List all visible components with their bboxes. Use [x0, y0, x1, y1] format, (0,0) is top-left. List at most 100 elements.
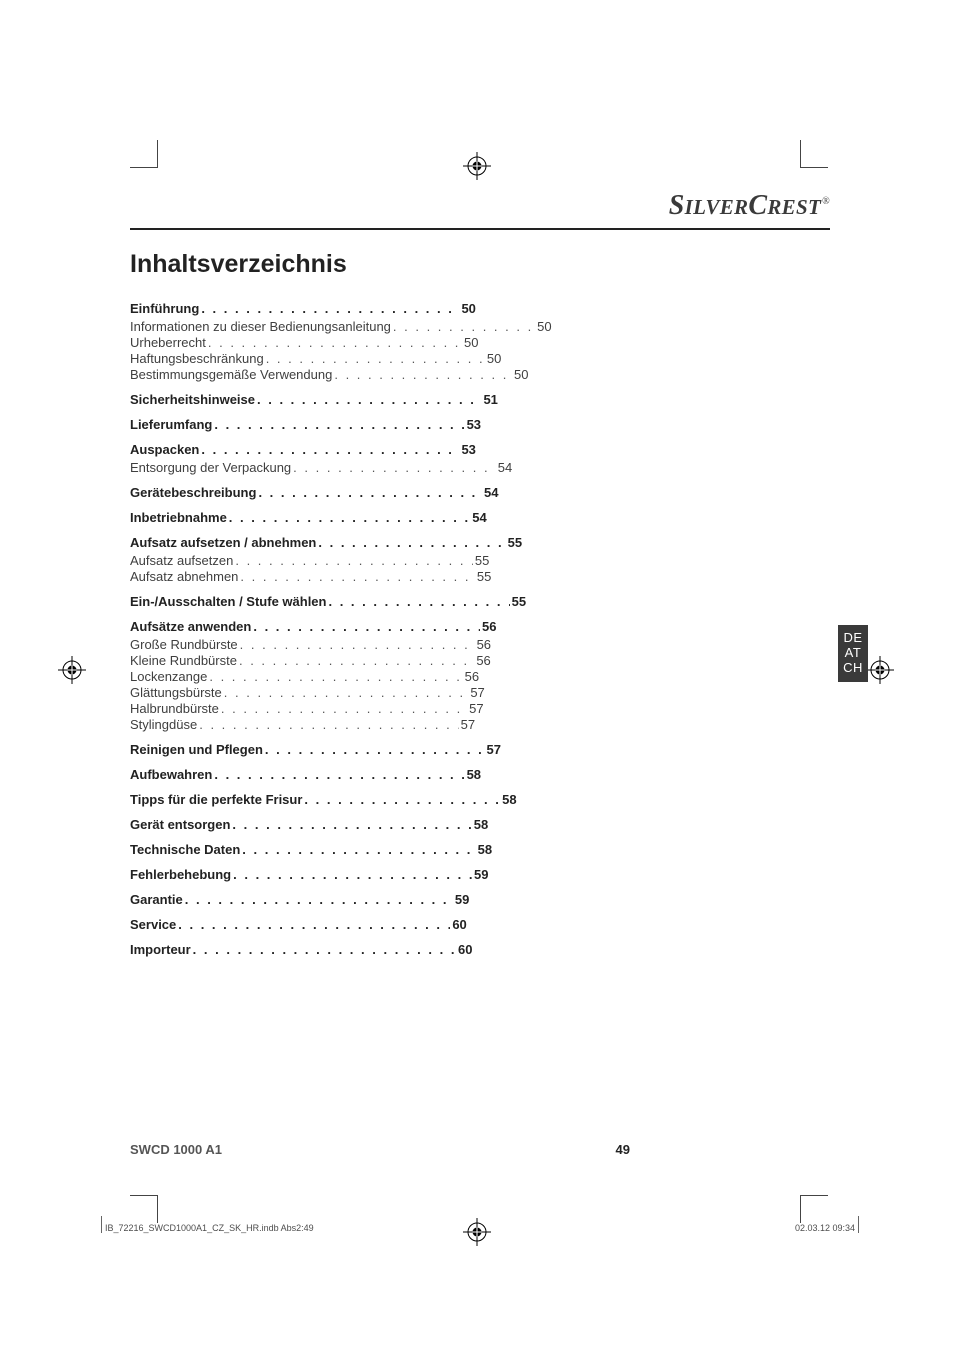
- toc-label: Einführung: [130, 302, 199, 315]
- toc-subitem: Informationen zu dieser Bedienungsanleit…: [130, 318, 630, 334]
- print-file: IB_72216_SWCD1000A1_CZ_SK_HR.indb Abs2:4…: [105, 1223, 314, 1233]
- toc-section: Aufsätze anwenden. . . . . . . . . . . .…: [130, 618, 630, 634]
- toc-subitem: Große Rundbürste. . . . . . . . . . . . …: [130, 636, 630, 652]
- toc-leader: . . . . . . . . . . . . . . . . . . . . …: [178, 918, 450, 931]
- print-timestamp: 02.03.12 09:34: [795, 1223, 855, 1233]
- toc-label: Urheberrecht: [130, 336, 206, 349]
- lang-ch: CH: [838, 661, 868, 676]
- toc-subitem: Halbrundbürste. . . . . . . . . . . . . …: [130, 700, 630, 716]
- toc-section: Sicherheitshinweise. . . . . . . . . . .…: [130, 391, 630, 407]
- crop-mark-bottom-right: [800, 1195, 828, 1223]
- model-number: SWCD 1000 A1: [130, 1142, 222, 1157]
- toc-page-number: 50: [537, 320, 630, 333]
- toc-label: Tipps für die perfekte Frisur: [130, 793, 302, 806]
- toc-page-number: 59: [474, 868, 630, 881]
- toc-page-number: 57: [461, 718, 630, 731]
- toc-leader: . . . . . . . . . . . . . . . . . . . . …: [199, 718, 458, 731]
- toc-page-number: 57: [470, 686, 630, 699]
- toc-leader: . . . . . . . . . . . . . . . . . . . . …: [185, 893, 453, 906]
- toc-subitem: Glättungsbürste. . . . . . . . . . . . .…: [130, 684, 630, 700]
- toc-subitem: Aufsatz aufsetzen. . . . . . . . . . . .…: [130, 552, 630, 568]
- toc-page-number: 50: [464, 336, 630, 349]
- toc-page-number: 57: [487, 743, 630, 756]
- toc-leader: . . . . . . . . . . . . . . . . . . . . …: [232, 818, 471, 831]
- toc-leader: . . . . . . . . . . . . . . . . . . . . …: [253, 620, 480, 633]
- toc-leader: . . . . . . . . . . . . . . . . . . . . …: [257, 393, 481, 406]
- toc-section: Aufsatz aufsetzen / abnehmen. . . . . . …: [130, 534, 630, 550]
- print-info-line: IB_72216_SWCD1000A1_CZ_SK_HR.indb Abs2:4…: [105, 1223, 855, 1233]
- trim-tick-left: [101, 1216, 102, 1233]
- table-of-contents: Einführung . . . . . . . . . . . . . . . …: [130, 300, 630, 957]
- toc-label: Halbrundbürste: [130, 702, 219, 715]
- toc-page-number: 55: [475, 554, 630, 567]
- toc-label: Stylingdüse: [130, 718, 197, 731]
- registered-mark: ®: [822, 196, 830, 207]
- toc-page-number: 56: [476, 654, 630, 667]
- toc-subitem: Kleine Rundbürste. . . . . . . . . . . .…: [130, 652, 630, 668]
- toc-section: Technische Daten. . . . . . . . . . . . …: [130, 841, 630, 857]
- toc-label: Bestimmungsgemäße Verwendung: [130, 368, 332, 381]
- toc-label: Aufbewahren: [130, 768, 212, 781]
- toc-label: Aufsatz aufsetzen: [130, 554, 233, 567]
- toc-label: Sicherheitshinweise: [130, 393, 255, 406]
- toc-page-number: 56: [465, 670, 630, 683]
- header-rule: [130, 228, 830, 230]
- toc-section: Service. . . . . . . . . . . . . . . . .…: [130, 916, 630, 932]
- toc-page-number: 55: [512, 595, 630, 608]
- toc-leader: . . . . . . . . . . . . . . . . . . . . …: [201, 443, 459, 456]
- toc-page-number: 51: [483, 393, 630, 406]
- toc-page-number: 60: [458, 943, 630, 956]
- toc-page-number: 53: [467, 418, 630, 431]
- toc-label: Aufsätze anwenden: [130, 620, 251, 633]
- toc-leader: . . . . . . . . . . . . . . . . . . . . …: [221, 702, 467, 715]
- toc-page-number: 59: [455, 893, 630, 906]
- toc-label: Haftungsbeschränkung: [130, 352, 264, 365]
- toc-section: Tipps für die perfekte Frisur. . . . . .…: [130, 791, 630, 807]
- lang-de: DE: [838, 631, 868, 646]
- toc-leader: . . . . . . . . . . . . . . . . . . . . …: [208, 336, 462, 349]
- toc-section: Inbetriebnahme. . . . . . . . . . . . . …: [130, 509, 630, 525]
- toc-section: Gerät entsorgen. . . . . . . . . . . . .…: [130, 816, 630, 832]
- toc-section: Aufbewahren. . . . . . . . . . . . . . .…: [130, 766, 630, 782]
- toc-subitem: Bestimmungsgemäße Verwendung. . . . . . …: [130, 366, 630, 382]
- toc-leader: . . . . . . . . . . . . . . . . . . . . …: [334, 368, 512, 381]
- toc-leader: . . . . . . . . . . . . . . . . . . . . …: [209, 670, 462, 683]
- toc-leader: . . . . . . . . . . . . . . . . . . . . …: [240, 570, 474, 583]
- lang-at: AT: [838, 646, 868, 661]
- toc-leader: . . . . . . . . . . . . . . . . . . . . …: [293, 461, 496, 474]
- toc-label: Garantie: [130, 893, 183, 906]
- toc-label: Glättungsbürste: [130, 686, 222, 699]
- toc-label: Reinigen und Pﬂegen: [130, 743, 263, 756]
- toc-page-number: 58: [478, 843, 630, 856]
- toc-leader: . . . . . . . . . . . . . . . . . . . . …: [242, 843, 475, 856]
- toc-label: Große Rundbürste: [130, 638, 238, 651]
- toc-label: Gerätebeschreibung: [130, 486, 256, 499]
- toc-leader: . . . . . . . . . . . . . . . . . . . . …: [266, 352, 485, 365]
- toc-leader: . . . . . . . . . . . . . . . . . . . . …: [214, 418, 464, 431]
- toc-leader: . . . . . . . . . . . . . . . . . . . . …: [224, 686, 469, 699]
- toc-leader: . . . . . . . . . . . . . . . . . . . . …: [265, 743, 485, 756]
- toc-page-number: 60: [452, 918, 630, 931]
- toc-page-number: 50: [514, 368, 630, 381]
- toc-label: Informationen zu dieser Bedienungsanleit…: [130, 320, 391, 333]
- toc-page-number: 50: [487, 352, 630, 365]
- toc-leader: . . . . . . . . . . . . . . . . . . . . …: [328, 595, 509, 608]
- toc-page-number: 53: [461, 443, 630, 456]
- registration-mark-right: [866, 656, 894, 684]
- toc-label: Entsorgung der Verpackung: [130, 461, 291, 474]
- registration-mark-left: [58, 656, 86, 684]
- toc-label: Inbetriebnahme: [130, 511, 227, 524]
- toc-page-number: 50: [461, 302, 630, 315]
- toc-label: Ein-/Ausschalten / Stufe wählen: [130, 595, 326, 608]
- toc-label: Auspacken: [130, 443, 199, 456]
- toc-page-number: 55: [477, 570, 630, 583]
- toc-label: Aufsatz abnehmen: [130, 570, 238, 583]
- toc-label: Technische Daten: [130, 843, 240, 856]
- crop-mark-top-left: [130, 140, 158, 168]
- toc-section: Lieferumfang. . . . . . . . . . . . . . …: [130, 416, 630, 432]
- toc-section: Garantie. . . . . . . . . . . . . . . . …: [130, 891, 630, 907]
- toc-page-number: 54: [472, 511, 630, 524]
- toc-leader: . . . . . . . . . . . . . . . . . . . . …: [258, 486, 482, 499]
- toc-label: Lockenzange: [130, 670, 207, 683]
- toc-label: Importeur: [130, 943, 191, 956]
